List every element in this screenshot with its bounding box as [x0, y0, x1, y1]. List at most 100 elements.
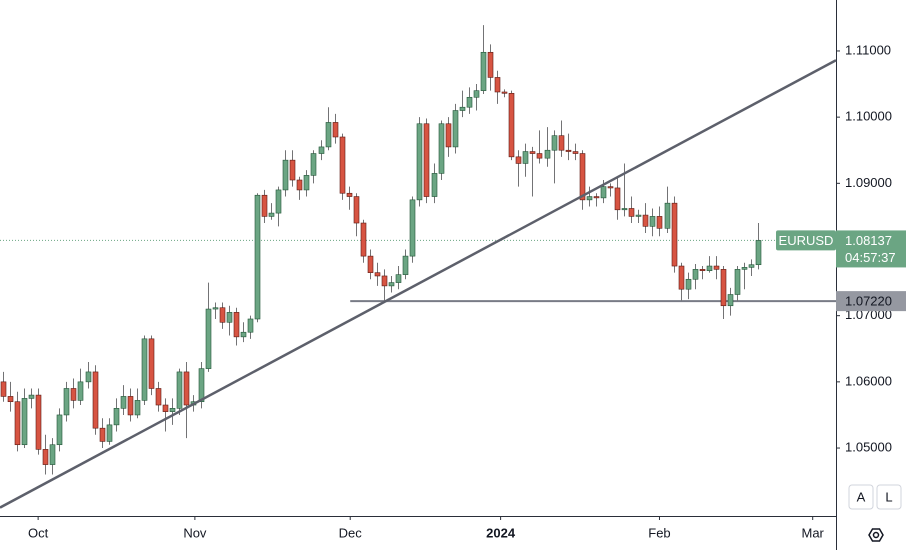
candle-body-up: [664, 202, 671, 229]
candle-body-up: [459, 106, 466, 111]
y-tick-label: 1.10000: [845, 109, 892, 124]
candle-body-down: [508, 93, 515, 158]
candle-body-down: [699, 269, 706, 271]
candle-body-down: [155, 388, 162, 406]
candle-body-down: [529, 151, 536, 154]
candle-body-down: [233, 312, 240, 338]
plot-area: [0, 25, 837, 509]
x-tick-label: Nov: [183, 525, 207, 540]
candle-body-up: [438, 123, 445, 174]
candle-body-down: [671, 202, 678, 267]
candle-body-up: [325, 122, 332, 148]
candle-body-down: [713, 265, 720, 270]
candle-body-down: [127, 396, 134, 416]
candle-body-up: [466, 96, 473, 108]
candle-body-up: [106, 424, 113, 442]
auto-scale-label[interactable]: A: [857, 489, 866, 504]
candle-body-up: [685, 278, 692, 290]
candle-body-down: [70, 388, 77, 401]
axes: 1.050001.060001.070001.090001.100001.110…: [28, 42, 906, 540]
candle-body-down: [656, 216, 663, 229]
candle-body-up: [120, 396, 127, 409]
candle-body-up: [49, 444, 56, 465]
candle-body-down: [614, 187, 621, 211]
candle-body-up: [226, 312, 233, 323]
candle-body-up: [706, 265, 713, 271]
candle-body-up: [240, 331, 247, 338]
candle-body-down: [593, 196, 600, 199]
level-tag: [836, 291, 906, 312]
candle-body-up: [77, 381, 84, 401]
candle-body-up: [205, 308, 212, 369]
log-scale-label[interactable]: L: [885, 489, 892, 504]
candle-body-down: [148, 338, 155, 389]
candle-body-down: [445, 123, 452, 148]
candle-body-down: [678, 265, 685, 290]
candle-body-down: [183, 371, 190, 406]
candle-body-down: [642, 214, 649, 227]
candle-body-up: [310, 153, 317, 176]
candle-body-up: [212, 307, 219, 310]
candle-body-up: [544, 149, 551, 159]
candle-body-down: [720, 269, 727, 307]
candle-body-down: [35, 394, 42, 450]
candle-body-up: [28, 394, 35, 399]
candle-body-up: [748, 264, 755, 268]
auto-scale-button[interactable]: [848, 484, 874, 510]
candle-body-down: [536, 153, 543, 159]
candle-body-down: [99, 427, 106, 442]
y-tick-label: 1.11000: [845, 42, 891, 57]
candle-body-down: [579, 153, 586, 201]
candle-body-up: [522, 151, 529, 164]
candle-body-down: [296, 179, 303, 191]
candle-body-up: [268, 212, 275, 217]
candle-body-down: [374, 272, 381, 277]
candle-body-down: [332, 122, 339, 138]
log-scale-button[interactable]: [876, 484, 902, 510]
candle-body-down: [92, 371, 99, 429]
symbol-tag: [776, 230, 836, 251]
candle-body-up: [586, 196, 593, 201]
candle-body-up: [63, 388, 70, 416]
y-tick-label: 1.05000: [845, 439, 892, 454]
candle-body-up: [395, 274, 402, 283]
candle-body-up: [452, 110, 459, 148]
candle-body-up: [303, 175, 310, 191]
candle-body-up: [416, 123, 423, 201]
candle-body-up: [318, 146, 325, 154]
candle-body-down: [558, 135, 565, 151]
candle-body-up: [141, 338, 148, 401]
candle-body-down: [353, 196, 360, 224]
candle-body-down: [423, 123, 430, 197]
candle-body-down: [14, 401, 21, 446]
settings-icon[interactable]: [868, 528, 884, 542]
candle-body-down: [487, 51, 494, 78]
candle-body-up: [85, 371, 92, 383]
symbol-tag-label: EURUSD: [779, 233, 834, 248]
candle-body-down: [346, 192, 353, 197]
candle-body-down: [628, 208, 635, 217]
candle-body-up: [21, 398, 28, 446]
candle-body-down: [381, 275, 388, 287]
candle-body-up: [275, 189, 282, 214]
candle-body-up: [473, 90, 480, 98]
candle-body-up: [169, 408, 176, 412]
candle-body-up: [480, 51, 487, 91]
candle-body-up: [388, 282, 395, 287]
candle-body-up: [734, 269, 741, 295]
candle-body-down: [367, 255, 374, 273]
x-tick-label: Dec: [339, 525, 363, 540]
candle-body-up: [692, 269, 699, 280]
candle-body-down: [515, 156, 522, 164]
candle-body-down: [162, 404, 169, 412]
candle-body-down: [261, 194, 268, 217]
y-tick-label: 1.09000: [845, 175, 892, 190]
candle-body-down: [565, 149, 572, 152]
candle-body-up: [649, 216, 656, 227]
candle-body-down: [219, 307, 226, 323]
candle-body-up: [621, 208, 628, 211]
x-tick-label: Oct: [28, 525, 49, 540]
